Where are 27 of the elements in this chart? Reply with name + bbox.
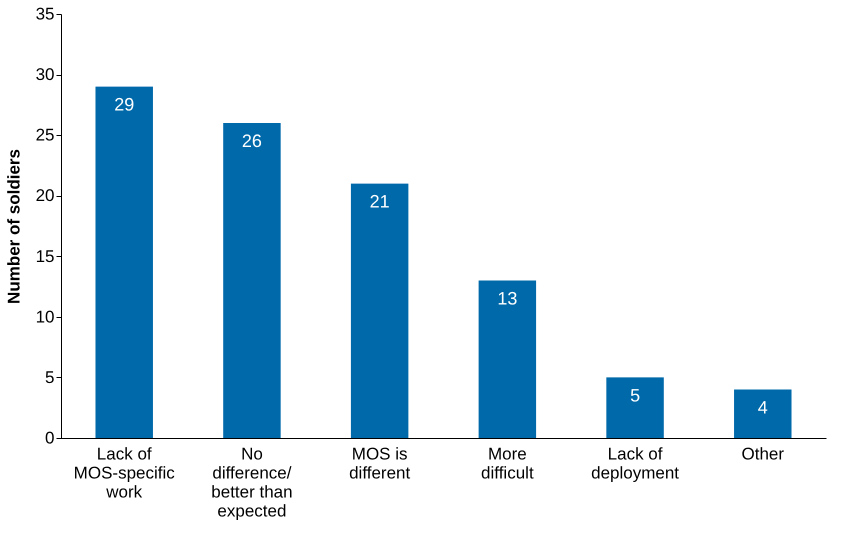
- data-label: 26: [242, 131, 262, 152]
- y-tick-label: 15: [36, 246, 54, 266]
- bar: [350, 184, 408, 438]
- data-label: 4: [758, 398, 768, 418]
- bar: [734, 390, 792, 438]
- y-tick-label: 0: [45, 428, 54, 448]
- bar: [478, 280, 536, 438]
- data-label: 21: [370, 192, 390, 212]
- x-tick-label: More difficult: [481, 444, 534, 482]
- y-tick-label: 10: [36, 307, 54, 326]
- x-tick-label: Other: [742, 444, 784, 464]
- y-tick-label: 20: [36, 186, 54, 206]
- y-tick-label: 5: [45, 368, 54, 387]
- x-tick-label: Lack of MOS-specific work: [74, 444, 176, 502]
- x-tick-label: No difference/ better than expected: [211, 444, 293, 520]
- y-axis-title: Number of soldiers: [4, 149, 24, 304]
- bar: [223, 123, 281, 438]
- x-tick-label: MOS is different: [349, 444, 410, 482]
- data-label: 13: [497, 288, 518, 309]
- y-tick-label: 35: [36, 4, 54, 24]
- data-label: 5: [630, 385, 640, 406]
- y-tick-label: 25: [36, 126, 54, 145]
- bar: [95, 86, 153, 438]
- y-tick-label: 30: [36, 65, 54, 84]
- data-label: 29: [114, 94, 134, 115]
- bar: [606, 377, 664, 438]
- x-tick-label: Lack of deployment: [591, 444, 680, 482]
